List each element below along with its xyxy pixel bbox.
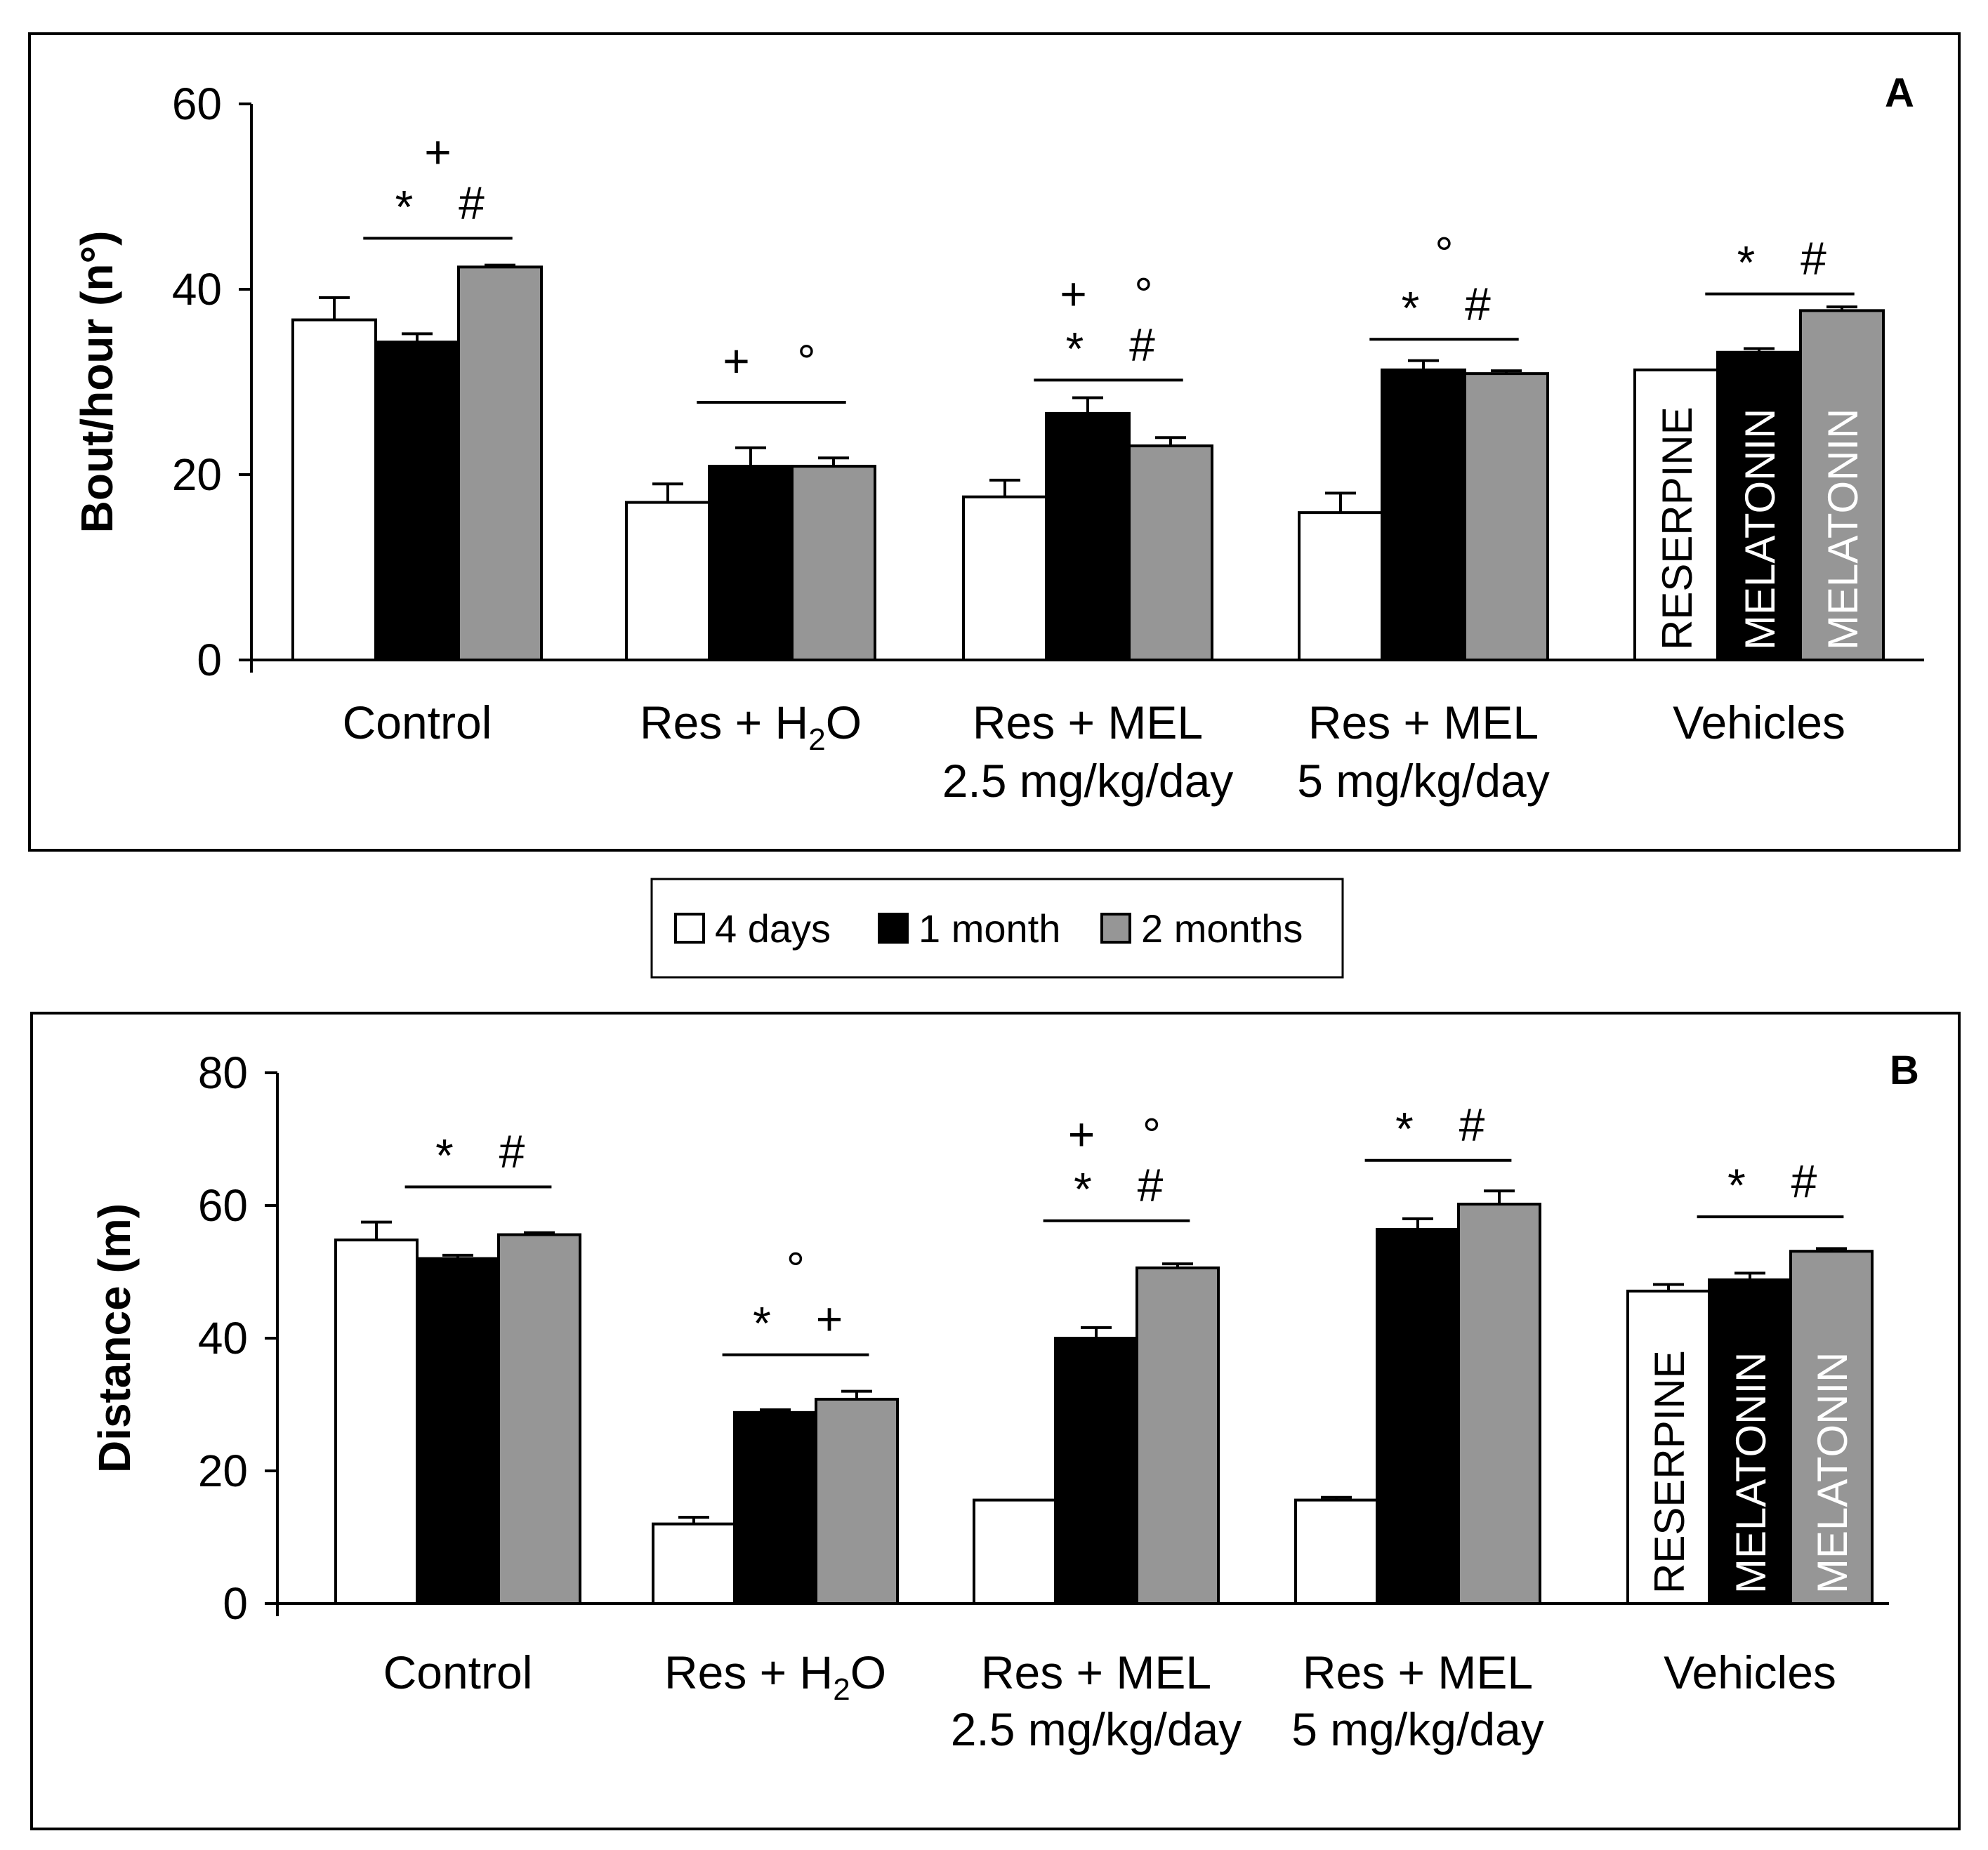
panel-b-bar [652, 1522, 736, 1606]
legend-swatch [878, 913, 909, 944]
panel-a-significance-symbol: * [1066, 322, 1084, 374]
panel-a-bar [1128, 444, 1213, 662]
panel-b-bar [1054, 1337, 1138, 1605]
panel-b-significance-symbol: * [435, 1130, 454, 1182]
panel-b-significance-symbol: # [499, 1125, 525, 1177]
panel-b-category-label: Res + MEL [981, 1646, 1211, 1698]
panel-b-significance-symbol: # [1459, 1099, 1485, 1151]
panel-a-bar [457, 265, 543, 661]
panel-a-category-label: Res + H2O [640, 696, 862, 757]
panel-b-frame [30, 1012, 1961, 1830]
panel-a-category-label-line2: 5 mg/kg/day [1297, 755, 1550, 807]
panel-a-significance-symbol: ° [1435, 227, 1453, 279]
panel-b-bar [1376, 1228, 1460, 1605]
legend: 4 days 1 month 2 months [674, 906, 1303, 951]
panel-b-significance-symbol: + [1068, 1109, 1095, 1161]
panel-a-significance-symbol: # [1801, 232, 1826, 284]
panel-b-y-tick-label: 60 [198, 1180, 248, 1231]
panel-a-y-tick-label: 0 [197, 635, 222, 685]
panel-b-bar [815, 1397, 899, 1605]
panel-b-bar [1294, 1498, 1378, 1606]
panel-a-bar-text: RESERPINE [1654, 407, 1701, 650]
panel-a-bar [625, 501, 711, 661]
panel-b-significance-symbol: * [1395, 1103, 1414, 1155]
panel-a-category-label: Vehicles [1673, 696, 1845, 748]
panel-b-significance-symbol: # [1138, 1159, 1164, 1211]
panel-b-bar [1135, 1266, 1220, 1605]
panel-a-significance-symbol: * [395, 180, 414, 232]
panel-b-bar-text: MELATONIN [1809, 1352, 1856, 1594]
panel-a-significance-symbol: * [1402, 282, 1420, 333]
panel-b-bar [733, 1410, 817, 1605]
panel-b-category-label-line2: 2.5 mg/kg/day [951, 1703, 1242, 1755]
panel-a-y-axis-label: Bout/hour (n°) [72, 231, 122, 534]
legend-swatch [674, 913, 705, 944]
panel-b-bar-text: MELATONIN [1727, 1352, 1775, 1594]
panel-b-significance-symbol: * [753, 1297, 771, 1349]
panel-a-category-label: Res + MEL [973, 696, 1203, 748]
legend-label: 1 month [919, 906, 1060, 951]
panel-b-y-axis-label: Distance (m) [89, 1203, 140, 1473]
panel-a-bar [291, 318, 377, 661]
panel-a-category-label-line2: 2.5 mg/kg/day [942, 755, 1234, 807]
legend-label: 4 days [715, 906, 831, 951]
legend-swatch [1100, 913, 1131, 944]
panel-a-bar [1045, 411, 1131, 661]
panel-a-significance-symbol: * [1737, 237, 1756, 289]
panel-b-significance-symbol: # [1791, 1155, 1817, 1207]
panel-b-significance-symbol: + [816, 1293, 843, 1345]
panel-a-y-tick-label: 20 [172, 449, 222, 500]
panel-b-chart: 0 20 40 60 80 Distance (m) B Control Res + H2O Re… [89, 1048, 1919, 1755]
panel-b-bar-text: RESERPINE [1646, 1350, 1693, 1594]
panel-a-bar [708, 465, 794, 661]
panel-b-significance-symbol: ° [786, 1243, 805, 1295]
panel-b-bar [334, 1238, 419, 1605]
panel-a-significance-symbol: + [424, 126, 452, 178]
panel-a-significance-symbol: ° [1134, 267, 1152, 319]
panel-a-bar [1716, 350, 1802, 661]
panel-a-significance-symbol: ° [797, 335, 815, 387]
panel-a-letter: A [1885, 70, 1914, 116]
panel-a-bar [374, 341, 460, 661]
panel-a-bar [1463, 372, 1549, 661]
panel-a-category-label: Control [343, 696, 492, 748]
panel-a-bar [1381, 368, 1466, 662]
panel-b-category-label: Res + H2O [664, 1646, 886, 1707]
panel-a-chart: 0 20 40 60 Bout/hour (n°) A Control Res + H2O Re… [72, 70, 1924, 807]
panel-a-significance-symbol: # [1465, 277, 1491, 329]
panel-a-significance-symbol: + [1060, 267, 1087, 319]
panel-a-bar [791, 465, 876, 661]
panel-b-category-label: Vehicles [1664, 1646, 1836, 1698]
panel-a-bar [1298, 511, 1383, 661]
panel-b-category-label: Control [383, 1646, 533, 1698]
panel-b-bar [416, 1257, 500, 1605]
panel-b-letter: B [1890, 1048, 1919, 1093]
legend-box [650, 878, 1344, 979]
panel-a-y-tick-label: 40 [172, 264, 222, 315]
panel-b-significance-symbol: * [1074, 1163, 1092, 1215]
panel-b-bar [973, 1498, 1057, 1606]
panel-a-category-label: Res + MEL [1308, 696, 1539, 748]
panel-a-frame [28, 32, 1961, 852]
panel-b-y-tick-label: 40 [198, 1313, 248, 1363]
panel-a-significance-symbol: + [723, 335, 750, 387]
panel-b-y-tick-label: 0 [223, 1578, 248, 1629]
panel-b-category-label-line2: 5 mg/kg/day [1291, 1703, 1544, 1755]
panel-a-significance-symbol: # [459, 176, 485, 228]
panel-a-significance-symbol: # [1129, 318, 1155, 370]
panel-a-bar [962, 495, 1048, 661]
panel-b-bar [497, 1233, 581, 1605]
panel-b-significance-symbol: ° [1143, 1109, 1161, 1161]
panel-b-bar [1457, 1203, 1541, 1605]
legend-label: 2 months [1141, 906, 1303, 951]
panel-b-y-tick-label: 20 [198, 1446, 248, 1496]
panel-a-bar-text: MELATONIN [1819, 408, 1867, 650]
panel-b-significance-symbol: * [1727, 1159, 1746, 1211]
panel-b-y-tick-label: 80 [198, 1048, 248, 1098]
panel-b-category-label: Res + MEL [1303, 1646, 1533, 1698]
panel-a-bar-text: MELATONIN [1737, 408, 1784, 650]
panel-a-y-tick-label: 60 [172, 79, 222, 129]
